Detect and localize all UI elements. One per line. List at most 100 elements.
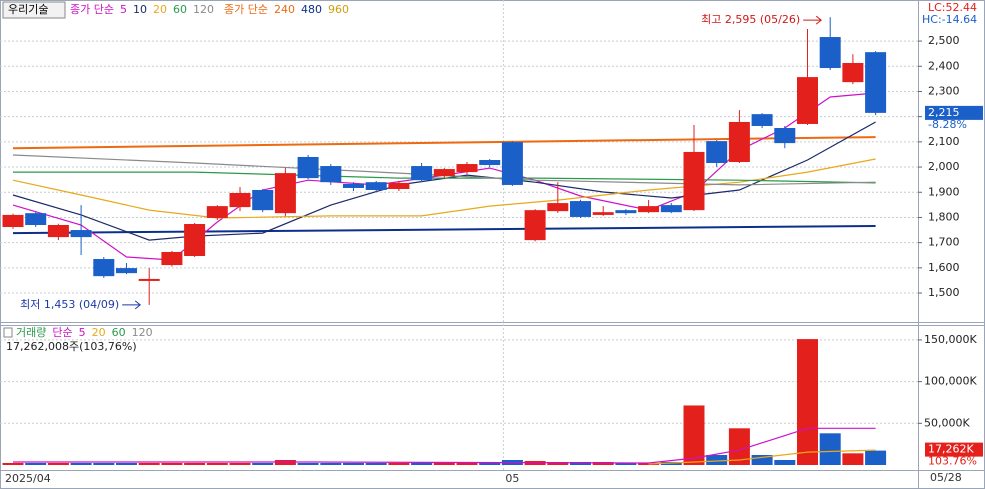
candle-body [547,203,569,212]
volume-bar [683,405,705,465]
volume-bar [229,462,251,465]
candle-body [797,77,818,124]
volume-bar [184,462,206,465]
candle-body [819,37,841,69]
legend-label: 종가 단순 [70,3,114,16]
volume-bar [2,462,24,465]
legend-entry: 5 [79,326,86,339]
volume-bar [47,462,69,465]
volume-bar [592,461,614,465]
candle-body [206,206,228,218]
candle-body [638,206,660,213]
legend-swatch [3,327,13,338]
volume-bar [570,461,591,465]
y-tick-label: 2,100 [928,135,960,148]
candle-body [479,160,501,166]
legend-entry: 960 [328,3,349,16]
volume-bar [751,454,773,465]
candle-body [184,224,206,256]
candle-body [842,62,864,83]
y-tick-label: 100,000K [924,375,977,388]
volume-bar [547,461,569,465]
y-tick-label: 50,000K [924,416,970,429]
y-tick-label: 1,900 [928,185,960,198]
candle-body [706,141,728,164]
last-date: 05/28 [930,471,962,484]
legend-label: 종가 단순 [224,3,268,16]
volume-bar [320,462,342,465]
x-tick-label: 05 [505,472,519,485]
volume-bar [615,462,637,465]
volume-info: 17,262,008주(103,76%) [6,340,137,353]
volume-tag: 17,262K [928,443,974,456]
volume-bar [116,462,137,465]
candle-body [274,173,296,214]
y-tick-label: 1,700 [928,236,960,249]
candle-body [456,164,478,173]
volume-bar [138,462,160,465]
legend-entry: 120 [132,326,153,339]
y-tick-label: 1,800 [928,210,960,223]
candle-body [660,205,682,213]
candle-body [365,182,387,190]
price-tag: 2,215 [928,106,960,119]
candle-body [2,214,24,228]
volume-bar [388,462,410,465]
volume-bar [206,462,228,465]
legend-entry: 240 [274,3,295,16]
volume-bar [819,433,841,465]
y-tick-label: 2,500 [928,34,960,47]
candle-body [774,128,796,144]
high-annotation: 최고 2,595 (05/26) [701,13,800,26]
symbol-box[interactable] [2,1,66,19]
candle-body [411,166,433,181]
volume-bar [433,462,455,465]
lc-label: LC:52.44 [928,1,977,14]
candle-body [297,156,319,179]
symbol-name: 우리기술 [8,3,48,16]
candle-body [93,259,115,277]
legend-entry: 10 [133,3,147,16]
candle-body [592,212,614,215]
volume-bar [842,453,864,465]
legend-entry: 5 [120,3,127,16]
y-tick-label: 2,300 [928,84,960,97]
legend-entry: 480 [301,3,322,16]
y-tick-label: 150,000K [924,333,977,346]
candle-body [25,213,47,226]
candle-body [343,183,364,188]
volume-bar [365,462,387,465]
volume-bar [161,462,183,465]
low-arrow [122,300,142,310]
volume-bar [774,459,796,465]
candle-body [570,201,591,217]
legend-label: 단순 [52,326,72,339]
candle-body [388,182,410,189]
y-tick-label: 2,000 [928,160,960,173]
legend-entry: 60 [112,326,126,339]
legend-entry: 20 [153,3,167,16]
volume-tag-box [925,442,983,457]
candle-body [161,251,183,266]
volume-bar [25,462,47,465]
candle-body [751,114,773,126]
volume-ma-line [648,449,876,465]
long-ma-line [12,225,876,235]
candle-body [138,278,160,281]
volume-ratio: 103.76% [928,455,977,468]
volume-bar [797,339,818,465]
volume-bar [456,462,478,465]
ma-line [12,121,876,241]
candle-body [320,166,342,183]
volume-bar [411,462,433,465]
candle-body [70,230,92,238]
volume-bar [252,462,274,465]
volume-ma-line [13,427,876,464]
legend-entry: 120 [193,3,214,16]
candle-body [47,225,69,238]
y-tick-label: 1,600 [928,261,960,274]
candle-body [728,121,750,163]
candle-body [116,268,137,274]
